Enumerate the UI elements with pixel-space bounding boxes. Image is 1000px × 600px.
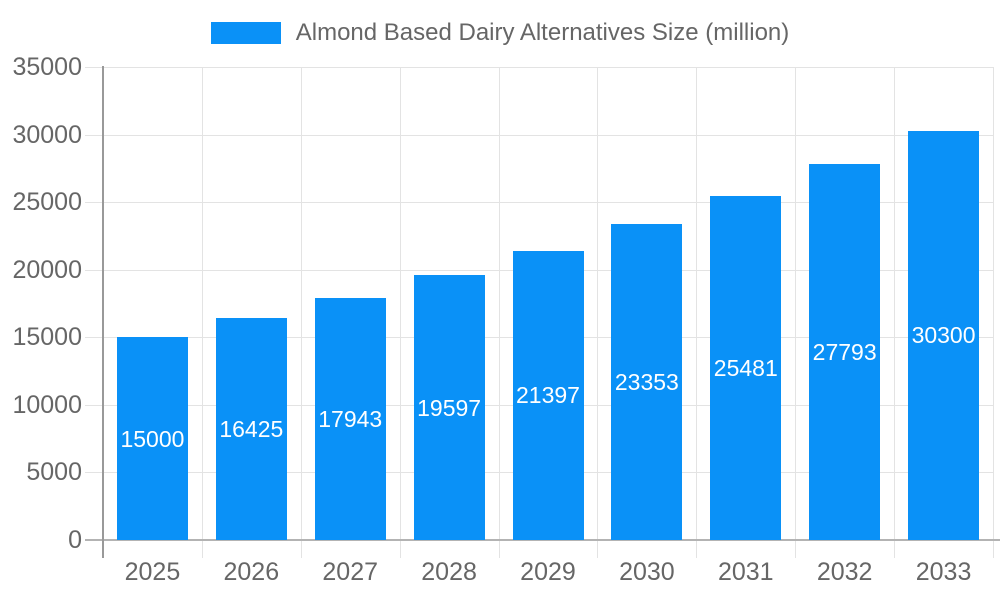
- x-axis-tick-label: 2032: [816, 558, 873, 586]
- v-gridline: [498, 67, 500, 558]
- bar-value-label: 15000: [120, 425, 185, 452]
- bar-2027[interactable]: 17943: [314, 297, 386, 540]
- h-gridline: [85, 202, 993, 204]
- y-axis-tick-label: 20000: [12, 255, 82, 284]
- bar-2033[interactable]: 30300: [908, 130, 980, 540]
- x-axis-tick-label: 2030: [619, 558, 675, 586]
- y-axis-line: [102, 66, 104, 558]
- bar-value-label: 16425: [219, 416, 284, 442]
- x-axis-tick-label: 2027: [322, 558, 379, 586]
- y-axis-tick-label: 30000: [12, 120, 82, 149]
- bar-2028[interactable]: 19597: [413, 275, 485, 540]
- bar-value-label: 30300: [911, 322, 976, 349]
- bar-value-label: 19597: [417, 394, 482, 421]
- bar-value-label: 21397: [516, 382, 580, 409]
- h-gridline: [85, 134, 993, 136]
- x-axis-tick-label: 2031: [717, 558, 774, 586]
- v-gridline: [993, 67, 994, 558]
- y-axis-tick-label: 25000: [12, 188, 82, 217]
- bar-value-label: 27793: [812, 339, 877, 366]
- v-gridline: [201, 67, 203, 558]
- x-axis-tick-label: 2026: [223, 558, 280, 586]
- v-gridline: [597, 67, 599, 558]
- y-axis-tick-label: 15000: [12, 323, 82, 352]
- x-axis-line: [85, 539, 1000, 541]
- v-gridline: [795, 67, 797, 558]
- bar-2032[interactable]: 27793: [809, 164, 881, 540]
- chart-legend[interactable]: Almond Based Dairy Alternatives Size (mi…: [0, 21, 1000, 45]
- y-axis-tick-label: 5000: [26, 458, 82, 487]
- legend-label: Almond Based Dairy Alternatives Size (mi…: [295, 19, 790, 46]
- bar-2031[interactable]: 25481: [710, 195, 782, 540]
- y-axis-tick-label: 10000: [12, 390, 82, 419]
- v-gridline: [894, 67, 896, 558]
- v-gridline: [696, 67, 698, 558]
- bar-2029[interactable]: 21397: [512, 250, 584, 540]
- bar-value-label: 23353: [614, 369, 679, 396]
- bar-2026[interactable]: 16425: [215, 318, 287, 540]
- x-axis-tick-label: 2028: [421, 558, 477, 586]
- bar-2025[interactable]: 15000: [116, 337, 188, 540]
- legend-swatch-icon: [210, 22, 281, 44]
- x-axis-tick-label: 2029: [520, 558, 576, 586]
- v-gridline: [300, 67, 302, 558]
- v-gridline: [399, 67, 401, 558]
- y-axis-tick-label: 35000: [12, 53, 82, 81]
- y-axis-tick-label: 0: [68, 526, 82, 554]
- bar-value-label: 17943: [318, 405, 383, 432]
- h-gridline: [85, 67, 993, 68]
- bar-2030[interactable]: 23353: [611, 224, 683, 540]
- x-axis-tick-label: 2033: [915, 558, 972, 586]
- x-axis-tick-label: 2025: [124, 558, 181, 586]
- bar-value-label: 25481: [713, 354, 778, 381]
